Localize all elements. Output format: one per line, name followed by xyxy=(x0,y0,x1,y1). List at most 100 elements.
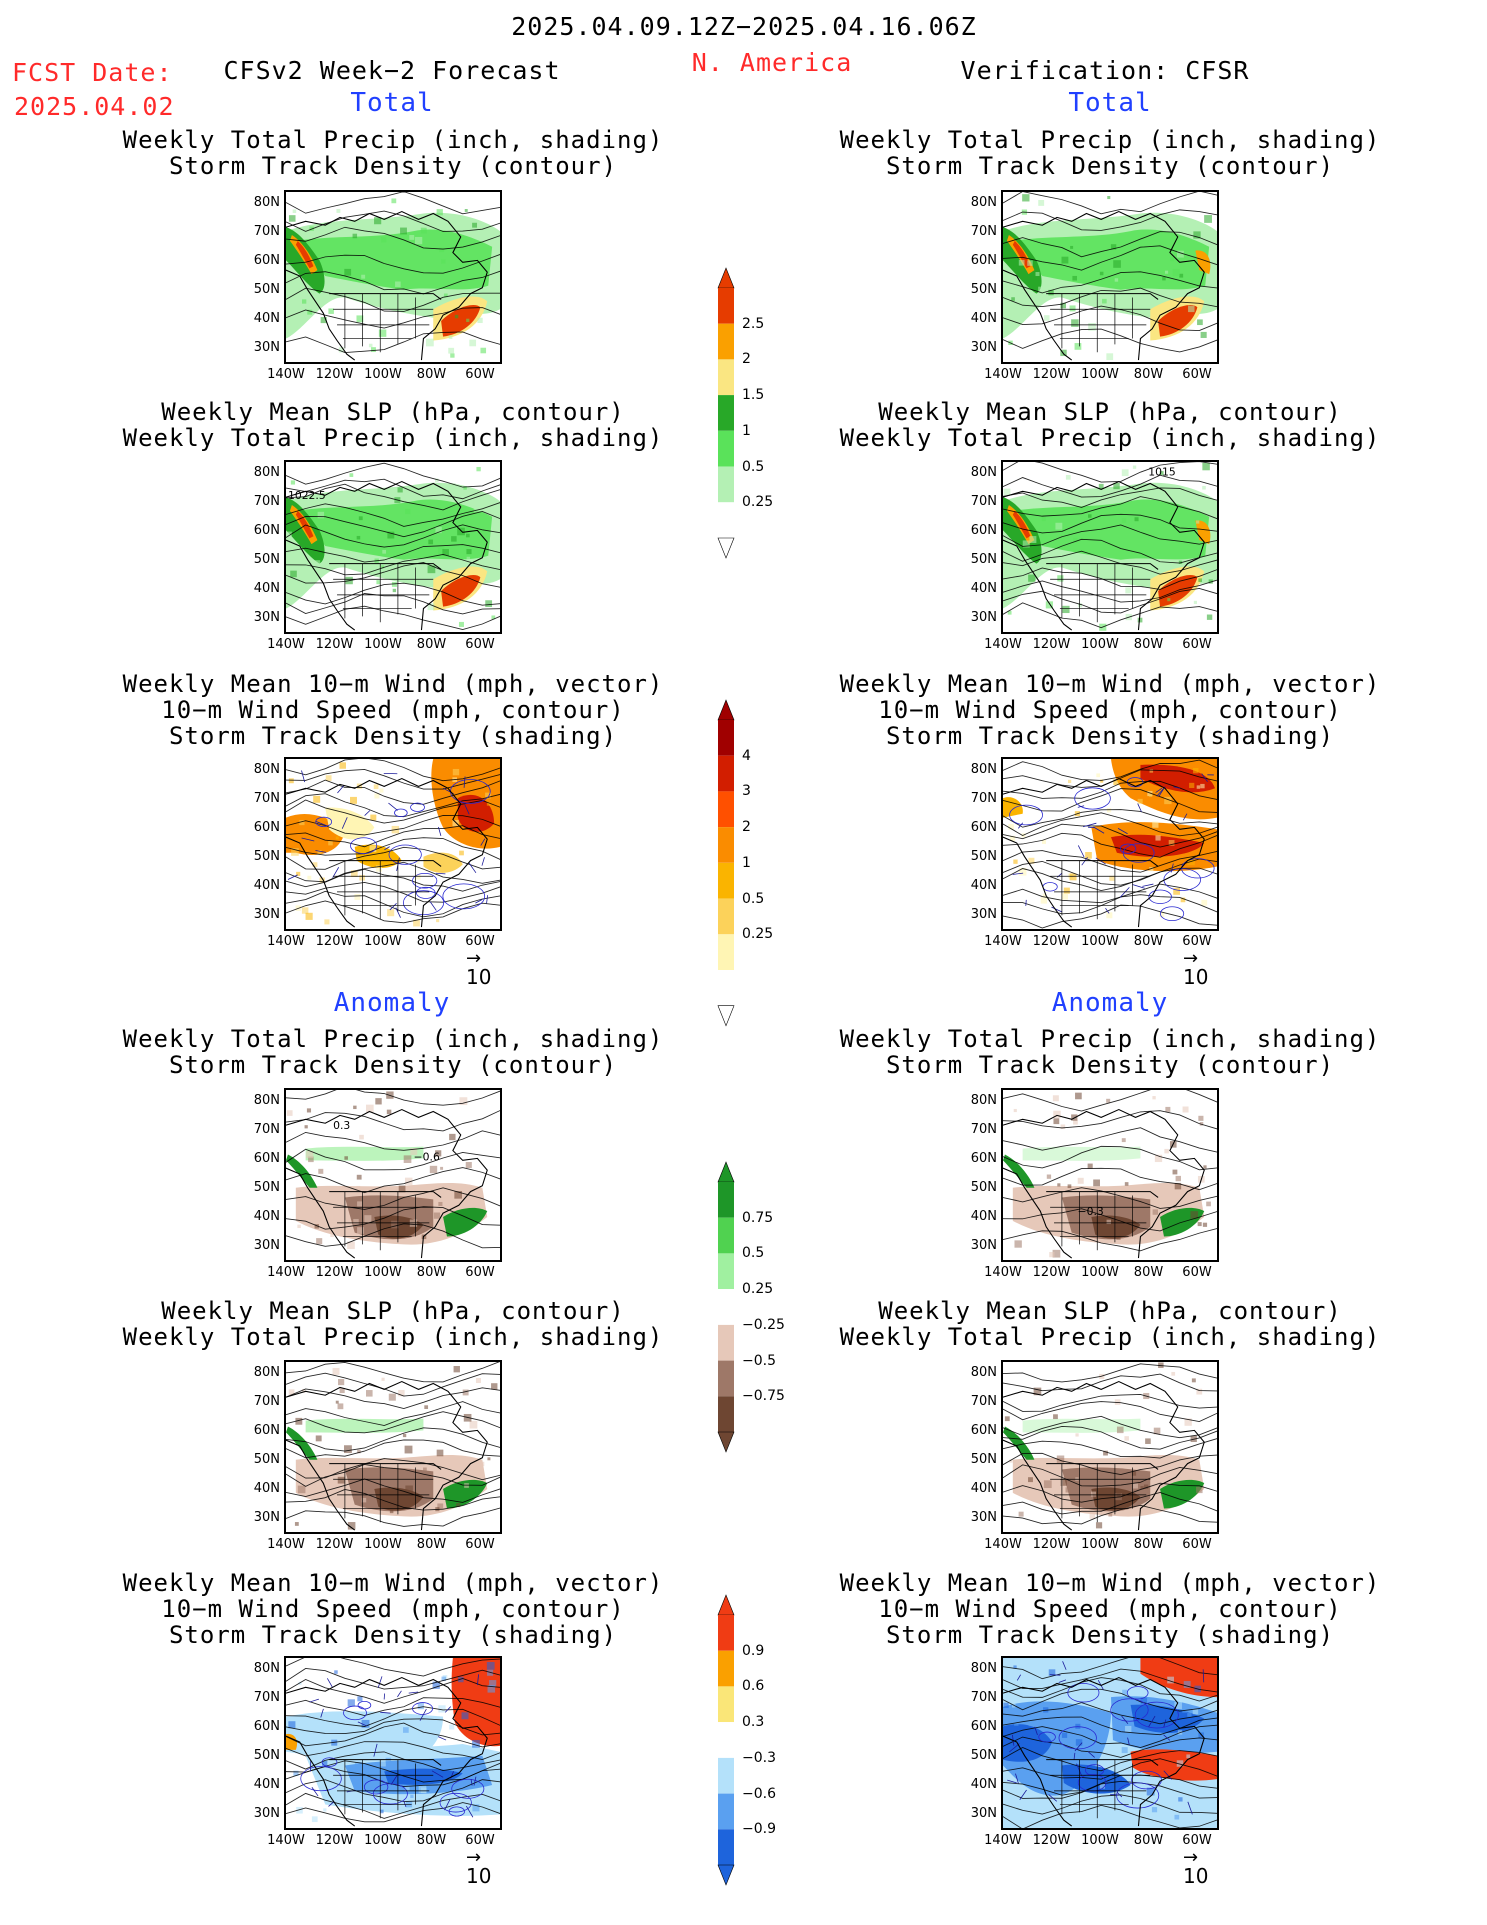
shade-cell xyxy=(459,850,464,856)
lon-tick-label: 80W xyxy=(1133,367,1164,382)
shade-cell xyxy=(448,347,455,354)
wind-vector xyxy=(1058,1679,1067,1683)
shade-cell xyxy=(428,539,434,545)
shade-cell xyxy=(1201,899,1208,906)
country-border xyxy=(329,563,442,570)
colorbar-tick-label: 3 xyxy=(742,783,751,800)
shade-cell xyxy=(1049,1251,1055,1258)
shade-cell xyxy=(1202,1222,1208,1227)
wind-vector xyxy=(470,1779,473,1786)
shade-cell xyxy=(1070,245,1074,249)
contour-line xyxy=(1003,1677,1217,1702)
wind-vector xyxy=(1034,1726,1038,1736)
contour-line xyxy=(1003,474,1217,498)
shade-cell xyxy=(404,1177,413,1186)
shade-cell xyxy=(1112,568,1118,574)
wind-speed-contour xyxy=(1042,882,1058,892)
shade-cell xyxy=(1013,1108,1017,1113)
contour-line xyxy=(286,462,500,488)
coastline xyxy=(1003,210,1205,361)
colorbar-tick-label: 1.5 xyxy=(742,387,765,404)
contour-line xyxy=(286,890,500,918)
shade-cell xyxy=(381,565,385,569)
colorbar-segment xyxy=(718,1253,734,1290)
wind-vector xyxy=(309,1698,320,1703)
shade-cell xyxy=(1202,485,1206,490)
map-plot xyxy=(1003,759,1217,929)
contour-line xyxy=(1003,1504,1217,1525)
lat-tick-label: 60N xyxy=(253,820,280,835)
shade-cell xyxy=(1088,514,1092,518)
wind-speed-contour xyxy=(350,837,378,854)
section-total-left: Total xyxy=(350,88,434,118)
colorbar-segment xyxy=(718,323,734,360)
lon-tick-label: 120W xyxy=(315,934,354,949)
shade-cell xyxy=(1198,1115,1204,1121)
shade-cell xyxy=(337,1476,345,1484)
colorbar-cap-top xyxy=(717,1161,735,1183)
shade-cell xyxy=(1152,1209,1159,1215)
shade-cell xyxy=(1167,1676,1175,1684)
valid-period: 2025.04.09.12Z−2025.04.16.06Z xyxy=(511,12,977,41)
fcst-date-value: 2025.04.02 xyxy=(14,92,175,121)
wind-vector xyxy=(1163,1734,1171,1741)
shade-cell xyxy=(1099,271,1104,276)
contour-line xyxy=(286,502,500,527)
shade-cell xyxy=(469,339,477,347)
colorbar-segment xyxy=(718,1182,734,1218)
shade-cell xyxy=(404,1786,410,1792)
lat-tick-label: 80N xyxy=(253,195,280,210)
contour-line xyxy=(1003,513,1217,534)
shade-cell xyxy=(313,560,321,567)
colorbar-cap-bottom xyxy=(717,1431,735,1453)
shade-cell xyxy=(294,1522,299,1526)
lat-tick-label: 60N xyxy=(253,1423,280,1438)
shade-cell xyxy=(297,1485,306,1494)
colorbar-cap-bottom xyxy=(717,1005,735,1027)
shade-cell xyxy=(391,1220,399,1229)
colorbar-tick-label: 2 xyxy=(742,819,751,836)
shade-cell xyxy=(1180,897,1186,903)
shade-cell xyxy=(297,1224,301,1229)
wind-vector xyxy=(1163,1770,1172,1780)
shade-cell xyxy=(465,1162,472,1169)
shade-cell xyxy=(311,1816,318,1823)
lon-tick-label: 100W xyxy=(364,637,402,652)
vector-reference: → 10 xyxy=(1183,950,1208,990)
lon-tick-label: 80W xyxy=(416,1537,447,1552)
contour-line xyxy=(286,1187,500,1210)
contour-line xyxy=(286,1439,500,1459)
shade-wet-pacific xyxy=(286,1154,318,1188)
lat-tick-label: 70N xyxy=(253,494,280,509)
shade-cell xyxy=(1193,600,1197,604)
shade-cell xyxy=(337,1403,344,1410)
wind-vector xyxy=(395,907,401,918)
shade-cell xyxy=(418,1785,427,1794)
shade-cell xyxy=(1094,1700,1102,1708)
shade-cell xyxy=(454,1191,463,1199)
wind-speed-contour xyxy=(321,1757,338,1767)
wind-vector xyxy=(1018,822,1024,829)
shade-cell xyxy=(1041,516,1046,522)
map-plot xyxy=(1003,1362,1217,1531)
shade-cell xyxy=(1071,319,1079,327)
colorbar-segment xyxy=(718,1615,734,1651)
contour-line xyxy=(286,1464,500,1487)
contour-line xyxy=(1003,1747,1217,1772)
lat-tick-label: 60N xyxy=(970,1719,997,1734)
country-border xyxy=(1046,293,1159,300)
country-border xyxy=(1046,1191,1159,1198)
contour-line xyxy=(286,1741,500,1760)
shade-anom-pos-e xyxy=(1130,1749,1217,1781)
lon-tick-label: 120W xyxy=(315,637,354,652)
shade-cell xyxy=(1196,1486,1203,1494)
contour-line xyxy=(286,1372,500,1397)
wind-vector xyxy=(1201,773,1208,782)
shade-cell xyxy=(1052,1095,1059,1102)
colorbar-segment xyxy=(718,1686,734,1723)
shade-cell xyxy=(404,1445,413,1454)
shade-cell xyxy=(441,259,446,264)
wind-vector xyxy=(1137,803,1142,813)
shade-cell xyxy=(357,1449,361,1454)
lat-tick-label: 40N xyxy=(970,1777,997,1792)
